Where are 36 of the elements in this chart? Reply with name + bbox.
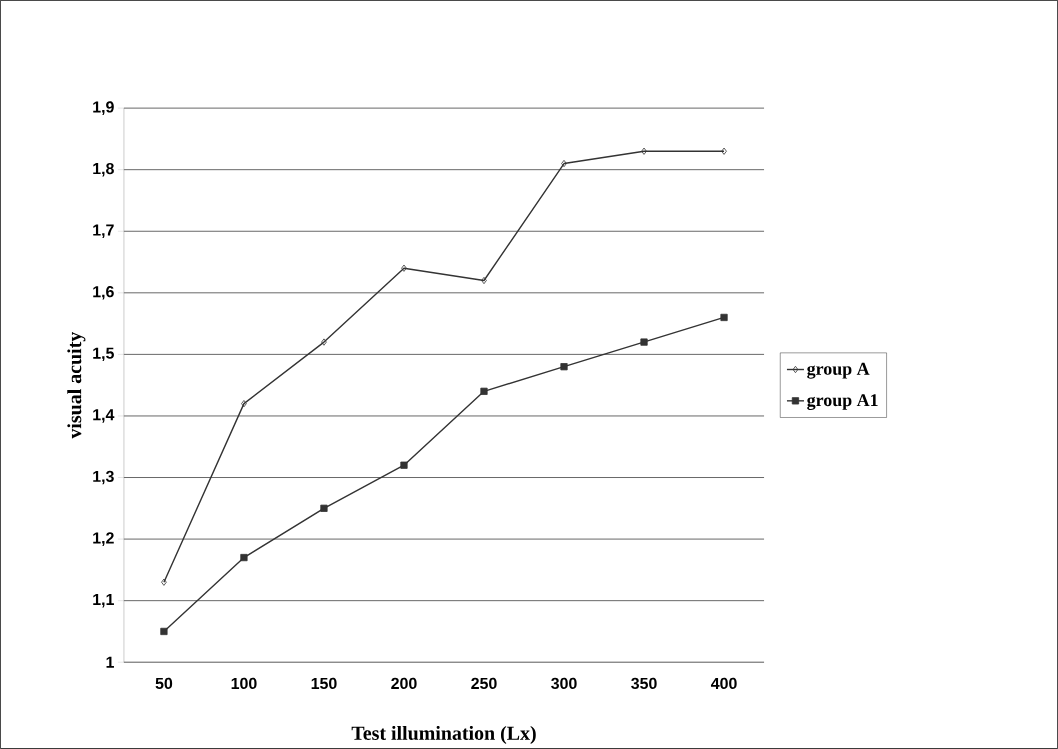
point — [720, 313, 728, 322]
y-tick-label: 1,9 — [93, 101, 114, 115]
y-tick-label: 1,2 — [93, 532, 114, 546]
point — [320, 504, 328, 512]
legend-label: group A1 — [807, 394, 878, 410]
point — [241, 400, 247, 408]
y-tick-label: 1,7 — [93, 224, 114, 238]
x-tick-label: 100 — [231, 677, 257, 690]
x-axis-title: Test illumination (Lx) — [351, 725, 536, 745]
y-axis-title: visual acuity — [67, 331, 86, 439]
x-tick-label: 50 — [155, 677, 173, 690]
point — [400, 461, 408, 469]
x-tick-label: 150 — [311, 677, 337, 690]
x-tick-label: 400 — [710, 677, 737, 690]
point — [721, 147, 727, 155]
point — [161, 578, 167, 586]
y-tick-label: 1,6 — [93, 286, 114, 300]
y-tick-label: 1,5 — [93, 347, 114, 362]
y-tick-label: 1,4 — [93, 409, 115, 423]
point — [640, 338, 648, 346]
point — [401, 264, 407, 272]
point — [240, 553, 248, 562]
legend-label: group A — [807, 362, 870, 379]
point — [321, 338, 327, 346]
y-tick-label: 1,8 — [93, 162, 114, 177]
y-tick-label: 1,3 — [93, 470, 114, 485]
x-tick-label: 350 — [631, 677, 657, 690]
x-tick-label: 300 — [551, 677, 577, 690]
x-tick-label: 250 — [471, 677, 497, 690]
y-tick-label: 1,1 — [93, 593, 114, 608]
point — [160, 627, 168, 636]
point — [560, 363, 568, 371]
point — [641, 147, 647, 155]
y-tick-label: 1 — [106, 656, 114, 668]
point — [480, 387, 488, 395]
x-tick-label: 200 — [391, 677, 417, 690]
